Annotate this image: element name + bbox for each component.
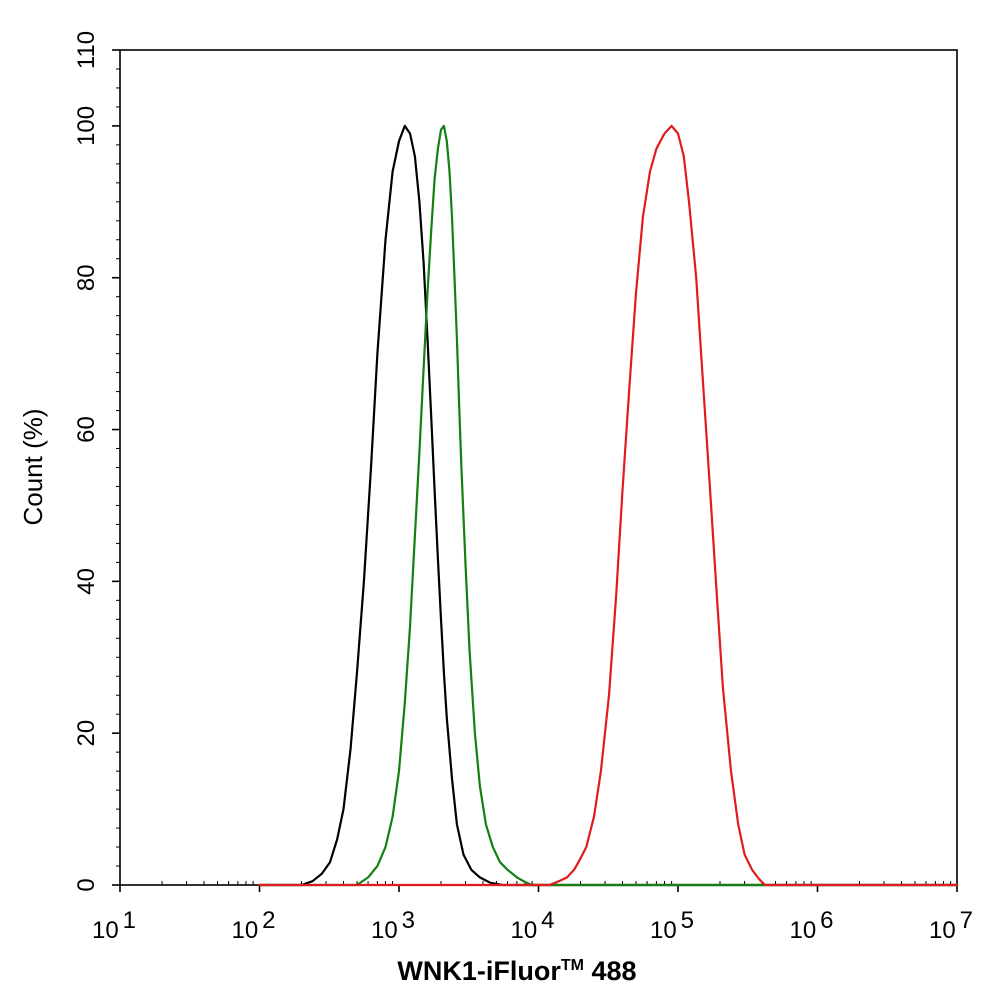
- x-tick-exponent: 1: [123, 907, 136, 934]
- x-tick-exponent: 3: [402, 907, 415, 934]
- x-tick-label: 10 5: [650, 907, 694, 944]
- major-ticks: [112, 49, 958, 892]
- series-line-2: [258, 124, 959, 887]
- x-tick-exponent: 4: [541, 907, 554, 934]
- x-tick-label: 10 4: [510, 907, 554, 944]
- plot-frame: [119, 49, 958, 886]
- y-tick-label: 100: [73, 106, 100, 146]
- x-tick-base: 10: [231, 917, 258, 944]
- minor-ticks: [116, 49, 952, 886]
- x-tick-label: 10 1: [92, 907, 136, 944]
- y-tick-label: 80: [73, 264, 100, 291]
- x-axis-label-tm: TM: [561, 957, 584, 974]
- y-axis-label: Count (%): [18, 408, 48, 525]
- x-tick-exponent: 2: [262, 907, 275, 934]
- series-line-3: [258, 124, 959, 887]
- x-tick-label: 10 7: [929, 907, 973, 944]
- x-tick-base: 10: [789, 917, 816, 944]
- series-lines: [258, 124, 959, 887]
- x-axis-label-main: WNK1-iFluor: [397, 956, 561, 986]
- x-axis-label: WNK1-iFluorTM 488: [397, 956, 636, 986]
- x-tick-base: 10: [929, 917, 956, 944]
- x-tick-labels: 10 1 10 2 10 3 10 4 10 5 10 6 10 7: [92, 907, 973, 944]
- y-tick-labels: 0 20 40 60 80 100 110: [73, 31, 100, 892]
- x-axis-label-suffix: 488: [584, 956, 637, 986]
- y-tick-label: 110: [73, 31, 100, 69]
- x-tick-label: 10 3: [371, 907, 415, 944]
- y-tick-label: 40: [73, 568, 100, 595]
- x-tick-base: 10: [371, 917, 398, 944]
- x-tick-base: 10: [650, 917, 677, 944]
- x-tick-exponent: 6: [820, 907, 833, 934]
- y-tick-label: 0: [73, 878, 100, 891]
- x-tick-base: 10: [510, 917, 537, 944]
- x-tick-exponent: 7: [960, 907, 973, 934]
- y-tick-label: 20: [73, 720, 100, 747]
- y-tick-label: 60: [73, 416, 100, 443]
- x-tick-exponent: 5: [681, 907, 694, 934]
- x-tick-label: 10 6: [789, 907, 833, 944]
- x-tick-base: 10: [92, 917, 119, 944]
- series-line-1: [258, 124, 959, 887]
- x-tick-label: 10 2: [231, 907, 275, 944]
